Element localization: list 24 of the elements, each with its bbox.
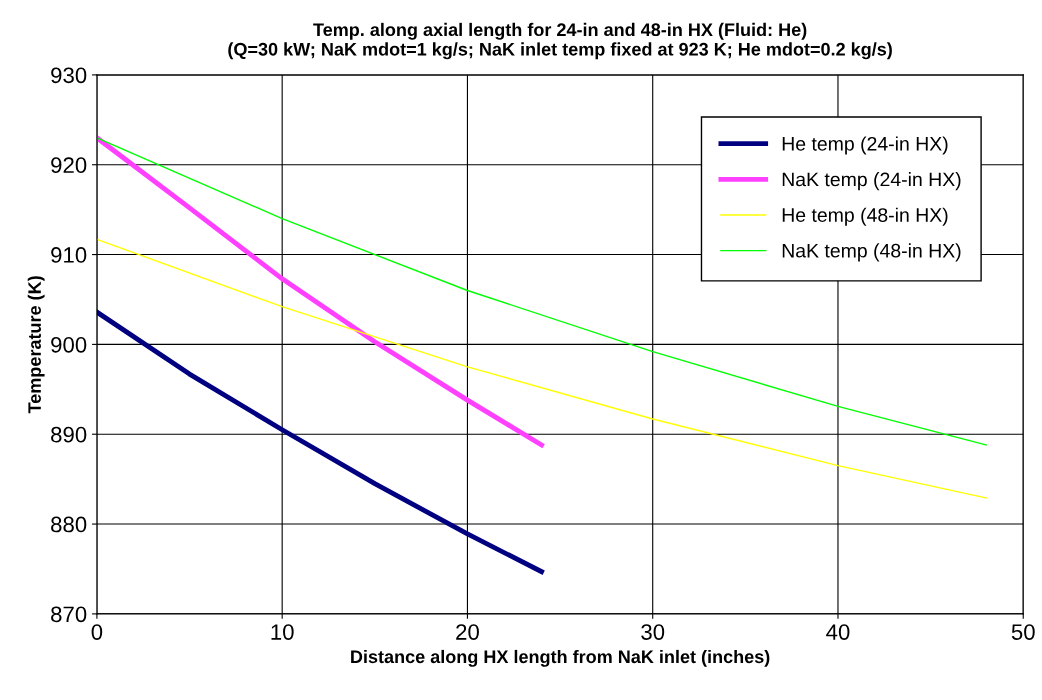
y-tick-label: 870 <box>51 606 87 623</box>
x-tick-label: 10 <box>271 624 294 640</box>
y-tick-label: 880 <box>51 516 87 533</box>
x-tick-label: 30 <box>641 624 665 640</box>
x-tick-label: 50 <box>1011 624 1035 640</box>
legend-label: He temp (24-in HX) <box>782 136 948 155</box>
y-tick-label: 900 <box>51 336 87 353</box>
y-axis-title: Temperature (K) <box>27 276 45 414</box>
line-series <box>96 135 544 448</box>
legend-label: He temp (48-in HX) <box>782 207 948 226</box>
line-series <box>96 309 544 575</box>
legend-label: NaK temp (24-in HX) <box>782 172 961 191</box>
legend-label: NaK temp (48-in HX) <box>782 243 961 262</box>
y-tick-label: 920 <box>51 157 87 173</box>
line-series <box>96 137 987 446</box>
x-axis-title: Distance along HX length from NaK inlet (inches) <box>351 649 770 667</box>
x-tick-label: 40 <box>826 624 850 640</box>
y-tick-label: 910 <box>51 247 87 263</box>
x-tick-label: 20 <box>456 624 479 640</box>
y-tick-label: 930 <box>51 67 87 84</box>
chart-title: Temp. along axial length for 24-in and 48-in HX (Fluid: He) (Q=30 kW; NaK mdot=1 kg/s; NaK inlet temp fixed at 923 K; He mdot=0.2 kg/s) <box>228 22 892 60</box>
line-series <box>96 238 987 499</box>
y-tick-label: 890 <box>51 426 87 443</box>
x-tick-label: 0 <box>91 624 103 640</box>
